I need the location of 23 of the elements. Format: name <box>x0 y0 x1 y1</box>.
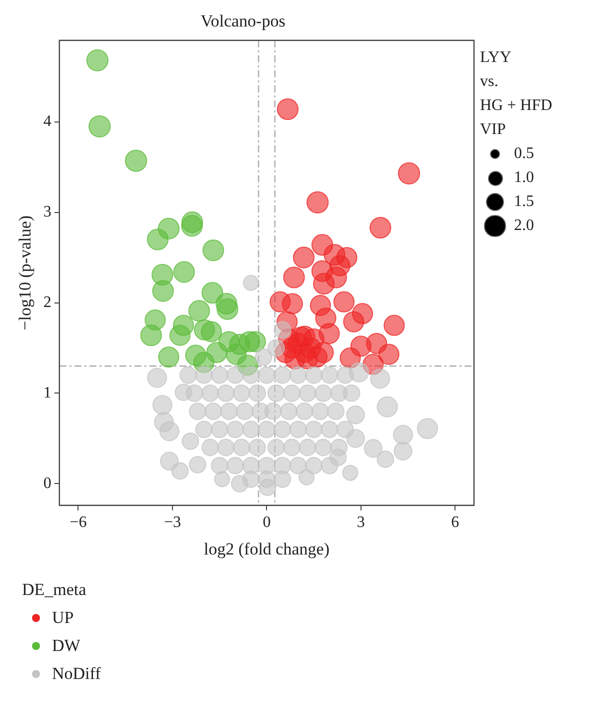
legend-label: 1.5 <box>514 192 534 212</box>
y-axis-title: −log10 (p-value) <box>16 215 35 330</box>
x-tick-label: 6 <box>451 514 460 532</box>
legend-label: 2.0 <box>514 216 534 236</box>
text: LYY vs. HG + HFD <box>480 48 554 116</box>
legend-label: 0.5 <box>514 144 534 164</box>
legend-title: DE_meta <box>22 579 88 601</box>
chart-title: Volcano-pos <box>200 12 286 31</box>
legend-label: NoDiff <box>52 663 101 685</box>
y-tick-label: 0 <box>43 474 52 492</box>
x-tick-label: −6 <box>70 514 87 532</box>
y-tick-label: 1 <box>43 384 52 402</box>
legend-label: DW <box>52 635 80 657</box>
x-tick-label: 3 <box>356 514 365 532</box>
x-tick-label: −3 <box>164 514 181 532</box>
text: VIP <box>480 120 507 140</box>
y-tick-label: 4 <box>43 113 52 130</box>
legend-label: 1.0 <box>514 168 534 188</box>
legend-label: UP <box>52 607 74 629</box>
x-tick-label: 0 <box>262 514 271 532</box>
x-axis-title: log2 (fold change) <box>204 539 330 558</box>
y-tick-label: 3 <box>43 203 52 220</box>
y-tick-label: 2 <box>43 294 52 311</box>
